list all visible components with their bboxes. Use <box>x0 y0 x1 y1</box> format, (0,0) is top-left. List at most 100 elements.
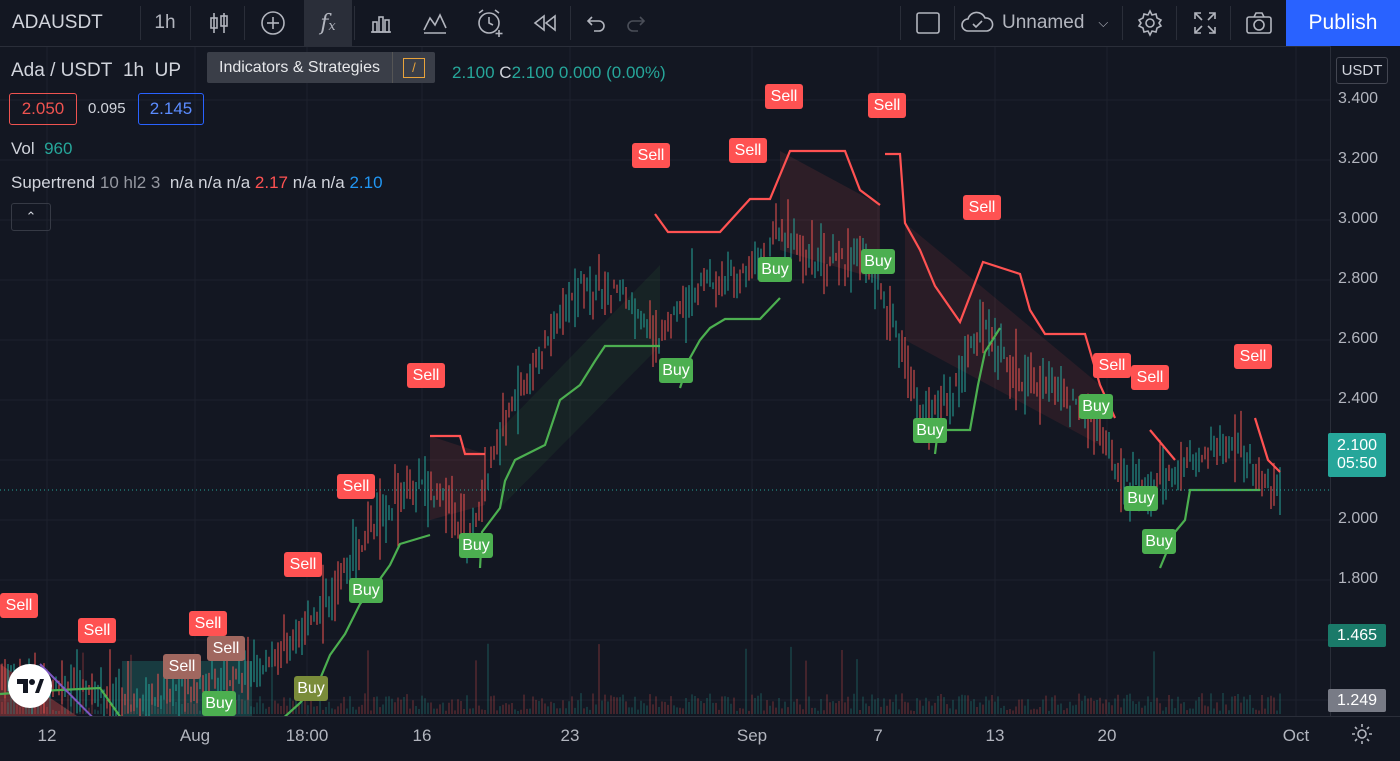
volume-legend: Vol 960 <box>11 139 72 159</box>
supertrend-name: Supertrend <box>11 173 96 192</box>
supertrend-down-line <box>654 149 881 234</box>
supertrend-down-line <box>885 152 1117 419</box>
sell-signal-label: Sell <box>78 618 116 643</box>
sell-signal-label: Sell <box>163 654 201 679</box>
time-tick: 13 <box>985 726 1005 745</box>
publish-button[interactable]: Publish <box>1286 0 1400 46</box>
layout-name-button[interactable]: Unnamed ⌵ <box>960 0 1120 46</box>
legend-exchange: UP <box>154 60 182 81</box>
buy-signal-label: Buy <box>861 249 895 274</box>
price-tick: 2.000 <box>1338 510 1379 527</box>
supertrend-down-line <box>1253 417 1281 473</box>
supertrend-fill-down <box>430 436 485 520</box>
buy-price-box[interactable]: 2.145 <box>138 93 204 125</box>
tooltip-text: Indicators & Strategies <box>219 58 380 76</box>
supertrend-down-line <box>430 434 485 456</box>
replay-icon[interactable] <box>522 0 568 46</box>
supertrend-up-line <box>678 297 781 389</box>
supertrend-down-line <box>1149 429 1176 461</box>
ohlc-fragment: 2.100 <box>452 63 495 82</box>
indicators-fx-icon[interactable]: fx <box>304 0 352 46</box>
sell-signal-label: Sell <box>189 611 227 636</box>
time-tick: 12 <box>37 726 57 745</box>
alert-clock-icon[interactable] <box>466 0 514 46</box>
buy-signal-label: Buy <box>459 533 493 558</box>
price-tick: 2.600 <box>1338 330 1379 347</box>
sell-signal-label: Sell <box>963 195 1001 220</box>
chart-canvas[interactable] <box>0 46 1330 716</box>
vol-label: Vol <box>11 139 35 158</box>
buy-signal-label: Buy <box>1142 529 1176 554</box>
spread-value: 0.095 <box>88 100 126 117</box>
interval-label: 1h <box>154 12 176 33</box>
buy-signal-label: Buy <box>349 578 383 603</box>
symbol-search[interactable]: ADAUSDT <box>0 0 152 46</box>
price-tick: 1.800 <box>1338 570 1379 587</box>
price-tick: 3.200 <box>1338 150 1379 167</box>
supertrend-fill-down <box>780 151 880 280</box>
camera-snapshot-icon[interactable] <box>1236 0 1282 46</box>
price-tick: 2.800 <box>1338 270 1379 287</box>
buy-signal-label: Buy <box>202 691 236 716</box>
fullscreen-icon[interactable] <box>1182 0 1228 46</box>
sell-signal-label: Sell <box>337 474 375 499</box>
candles-icon[interactable] <box>196 0 242 46</box>
ohlc-legend: 2.100 C2.100 0.000 (0.00%) <box>452 63 666 83</box>
close-value: 2.100 <box>511 63 555 82</box>
templates-icon[interactable] <box>412 0 458 46</box>
interval-button[interactable]: 1h <box>141 0 189 46</box>
sell-signal-label: Sell <box>1131 365 1169 390</box>
sell-signal-label: Sell <box>729 138 767 163</box>
price-axis[interactable] <box>1330 46 1400 716</box>
last-price: 2.100 <box>1336 437 1378 454</box>
buy-signal-label: Buy <box>1079 394 1113 419</box>
buy-signal-label: Buy <box>294 676 328 701</box>
legend-title: Ada / USDT <box>11 60 113 81</box>
compare-plus-icon[interactable] <box>250 0 296 46</box>
time-axis[interactable] <box>0 716 1400 761</box>
buy-signal-label: Buy <box>1124 486 1158 511</box>
axis-settings-gear-icon[interactable] <box>1350 722 1374 751</box>
symbol-label: ADAUSDT <box>12 12 103 33</box>
supertrend-na2: n/a n/a <box>292 173 345 192</box>
buy-signal-label: Buy <box>913 418 947 443</box>
symbol-legend: Ada / USDT 1h UP <box>11 60 181 82</box>
gray-price-badge: 1.249 <box>1328 689 1386 712</box>
layout-square-icon[interactable] <box>906 0 950 46</box>
top-toolbar: ADAUSDT 1h fx Unnamed ⌵ <box>0 0 1400 47</box>
tradingview-logo-icon[interactable] <box>8 664 52 708</box>
chevron-down-icon: ⌵ <box>1098 15 1109 30</box>
sell-price-box[interactable]: 2.050 <box>9 93 77 125</box>
supertrend-params: 10 hl2 3 <box>99 173 161 192</box>
settings-gear-icon[interactable] <box>1128 0 1172 46</box>
time-tick: Oct <box>1282 726 1310 745</box>
supertrend-up-value: 2.17 <box>254 173 288 192</box>
buy-signal-label: Buy <box>758 257 792 282</box>
tooltip-shortcut: / <box>402 57 425 78</box>
indicators-tooltip: Indicators & Strategies / <box>207 52 435 83</box>
supertrend-up-line <box>478 344 660 569</box>
supertrend-na: n/a n/a n/a <box>169 173 251 192</box>
redo-icon[interactable] <box>616 0 656 46</box>
supertrend-fill-down <box>905 223 1100 445</box>
sell-signal-label: Sell <box>1093 353 1131 378</box>
collapse-legend-chevron-up-icon[interactable]: ⌃ <box>11 203 51 231</box>
bar-countdown: 05:50 <box>1336 455 1378 472</box>
supertrend-legend: Supertrend 10 hl2 3 n/a n/a n/a 2.17 n/a… <box>11 173 383 193</box>
change-value: 0.000 (0.00%) <box>558 63 666 82</box>
undo-icon[interactable] <box>576 0 616 46</box>
price-tick: 3.000 <box>1338 210 1379 227</box>
legend-interval: 1h <box>122 60 145 81</box>
sell-signal-label: Sell <box>207 636 245 661</box>
supertrend-down-value: 2.10 <box>349 173 383 192</box>
layout-name: Unnamed <box>1002 12 1085 33</box>
currency-label[interactable]: USDT <box>1336 57 1388 84</box>
financials-icon[interactable] <box>358 0 404 46</box>
sell-signal-label: Sell <box>1234 344 1272 369</box>
sell-signal-label: Sell <box>765 84 803 109</box>
sell-signal-label: Sell <box>0 593 38 618</box>
time-tick: 16 <box>412 726 432 745</box>
price-tick: 3.400 <box>1338 90 1379 107</box>
time-tick: 7 <box>873 726 883 745</box>
sell-signal-label: Sell <box>407 363 445 388</box>
